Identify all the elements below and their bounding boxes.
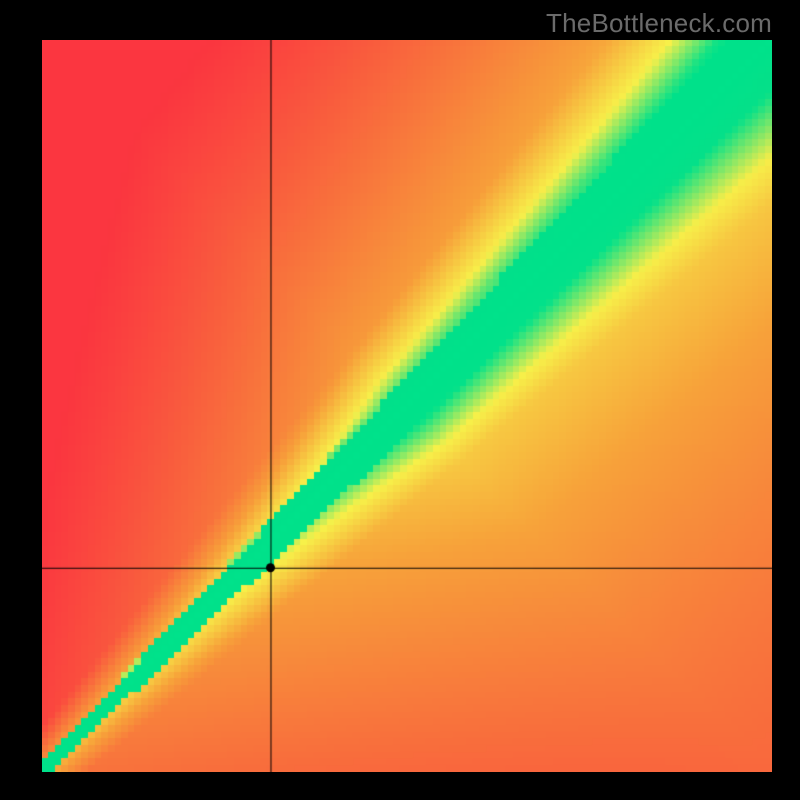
watermark-label: TheBottleneck.com	[546, 8, 772, 39]
heatmap-canvas	[42, 40, 772, 772]
chart-container: TheBottleneck.com	[0, 0, 800, 800]
